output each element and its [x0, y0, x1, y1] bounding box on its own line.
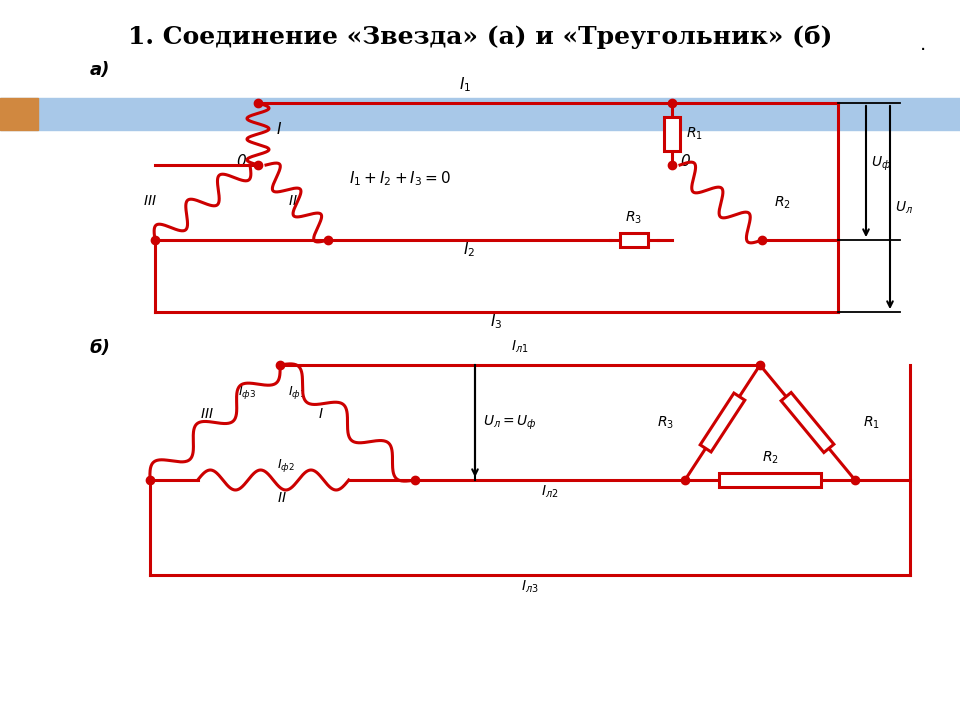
Text: а): а): [90, 61, 110, 79]
Text: $III$: $III$: [200, 407, 214, 420]
Text: $R_1$: $R_1$: [686, 126, 703, 143]
Text: $R_1$: $R_1$: [863, 414, 880, 431]
Text: $U_л = U_ф$: $U_л = U_ф$: [483, 413, 537, 432]
Text: $I_1$: $I_1$: [459, 75, 471, 94]
Text: б): б): [90, 339, 110, 357]
Bar: [0, 98, 38, 130]
Text: $I_{ф3}$: $I_{ф3}$: [238, 384, 256, 400]
Bar: [781, 392, 834, 452]
Text: $II$: $II$: [277, 491, 287, 505]
Text: $U_л$: $U_л$: [895, 199, 913, 216]
Text: $I_{ф2}$: $I_{ф2}$: [277, 457, 295, 474]
Text: $II$: $II$: [288, 194, 298, 208]
Text: $I_1 + I_2 + I_3 = 0$: $I_1 + I_2 + I_3 = 0$: [349, 169, 451, 188]
Text: .: .: [920, 35, 926, 54]
Text: 0: 0: [680, 155, 689, 169]
Text: $I_{л3}$: $I_{л3}$: [521, 579, 539, 595]
Bar: [719, 473, 821, 487]
Text: $I_{ф1}$: $I_{ф1}$: [288, 384, 306, 400]
Text: $I_3$: $I_3$: [490, 312, 502, 330]
Bar: [0, 98, 960, 130]
Text: $I$: $I$: [318, 407, 324, 420]
Text: 0: 0: [236, 155, 246, 169]
Text: $I_2$: $I_2$: [463, 240, 475, 258]
Text: $R_3$: $R_3$: [626, 210, 642, 226]
Text: $U_ф$: $U_ф$: [871, 154, 891, 173]
Bar: [700, 393, 745, 452]
Text: $I_{л2}$: $I_{л2}$: [541, 484, 559, 500]
Bar: [664, 117, 680, 151]
Bar: [619, 233, 648, 247]
Text: $R_2$: $R_2$: [761, 450, 779, 467]
Text: 1. Соединение «Звезда» (а) и «Треугольник» (б): 1. Соединение «Звезда» (а) и «Треугольни…: [128, 25, 832, 49]
Text: $I$: $I$: [276, 121, 282, 137]
Text: $R_2$: $R_2$: [774, 194, 791, 211]
Text: $III$: $III$: [143, 194, 156, 208]
Text: $R_3$: $R_3$: [657, 414, 674, 431]
Text: $I_{л1}$: $I_{л1}$: [512, 339, 529, 356]
